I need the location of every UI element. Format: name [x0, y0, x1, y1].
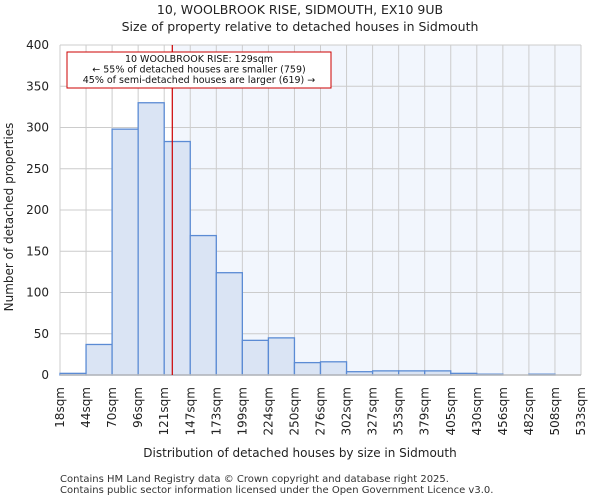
- x-tick-label: 147sqm: [183, 387, 197, 435]
- histogram-bar: [189, 234, 217, 376]
- x-tick-label: 250sqm: [287, 387, 301, 435]
- y-tick-label: 350: [26, 79, 49, 93]
- x-tick-label: 199sqm: [235, 387, 249, 435]
- footer-line-2: Contains public sector information licen…: [60, 485, 494, 496]
- x-tick-label: 508sqm: [548, 387, 562, 435]
- x-tick-label: 18sqm: [53, 387, 67, 428]
- histogram-bar: [293, 361, 322, 376]
- y-tick-label: 250: [26, 162, 49, 176]
- chart-title: 10, WOOLBROOK RISE, SIDMOUTH, EX10 9UB: [156, 2, 444, 17]
- y-tick-label: 200: [26, 203, 49, 217]
- histogram-bar: [85, 343, 113, 376]
- x-tick-label: 456sqm: [496, 387, 510, 435]
- footer-line-1: Contains HM Land Registry data © Crown c…: [60, 474, 449, 485]
- y-tick-label: 400: [26, 38, 49, 52]
- annotation-line: ← 55% of detached houses are smaller (75…: [92, 65, 305, 76]
- y-tick-label: 50: [34, 327, 49, 341]
- chart-subtitle: Size of property relative to detached ho…: [121, 19, 479, 34]
- histogram-bar: [163, 140, 191, 376]
- y-tick-label: 0: [41, 368, 49, 382]
- annotation-line: 45% of semi-detached houses are larger (…: [83, 75, 316, 86]
- y-tick-label: 300: [26, 121, 49, 135]
- x-tick-label: 379sqm: [418, 387, 432, 435]
- x-tick-label: 70sqm: [105, 387, 119, 428]
- y-axis-label: Number of detached properties: [2, 122, 16, 312]
- x-tick-label: 533sqm: [574, 387, 588, 435]
- histogram-bar: [137, 102, 165, 376]
- y-tick-label: 100: [26, 286, 49, 300]
- histogram-bar: [215, 272, 244, 376]
- x-axis-label: Distribution of detached houses by size …: [143, 446, 457, 460]
- x-tick-label: 405sqm: [444, 387, 458, 435]
- annotation-box: [66, 51, 332, 89]
- x-tick-label: 430sqm: [470, 387, 484, 435]
- x-tick-label: 327sqm: [366, 387, 380, 435]
- x-tick-label: 302sqm: [340, 387, 354, 435]
- y-tick-label: 150: [26, 244, 49, 258]
- histogram-bar: [267, 337, 296, 376]
- x-tick-label: 121sqm: [157, 387, 171, 435]
- histogram-bar: [111, 128, 139, 376]
- x-tick-label: 224sqm: [261, 387, 275, 435]
- histogram-bar: [241, 339, 270, 376]
- x-tick-label: 173sqm: [209, 387, 223, 435]
- x-tick-label: 482sqm: [522, 387, 536, 435]
- annotation-line: 10 WOOLBROOK RISE: 129sqm: [125, 54, 273, 65]
- x-tick-label: 96sqm: [131, 387, 145, 428]
- x-tick-label: 353sqm: [392, 387, 406, 435]
- x-tick-label: 276sqm: [314, 387, 328, 435]
- x-tick-label: 44sqm: [79, 387, 93, 428]
- histogram-bar: [319, 361, 348, 376]
